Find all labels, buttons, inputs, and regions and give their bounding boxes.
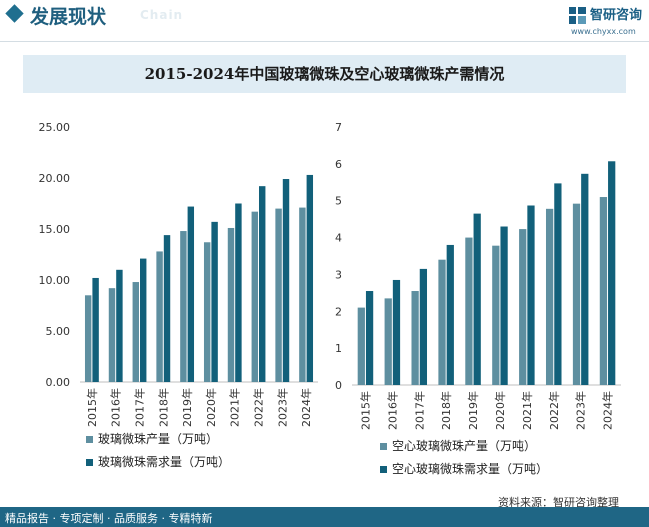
x-tick-label: 2023年 — [574, 391, 588, 430]
y-tick-label: 5 — [335, 195, 342, 208]
x-tick-label: 2015年 — [358, 391, 372, 430]
x-tick-label: 2016年 — [109, 388, 123, 427]
x-tick-label: 2020年 — [493, 391, 507, 430]
footer-slogan: 精品报告 · 专项定制 · 品质服务 · 专精特新 — [5, 512, 213, 525]
bar — [384, 298, 392, 385]
bar — [608, 161, 616, 385]
y-tick-label: 15.00 — [39, 223, 71, 236]
legend-swatch — [86, 436, 93, 443]
bar — [251, 211, 258, 382]
x-tick-label: 2018年 — [439, 391, 453, 430]
legend-label: 空心玻璃微珠产量（万吨） — [392, 439, 536, 453]
legend-label: 空心玻璃微珠需求量（万吨） — [392, 462, 548, 476]
bar — [500, 226, 508, 385]
x-tick-label: 2019年 — [466, 391, 480, 430]
y-tick-label: 6 — [335, 158, 342, 171]
legend-swatch — [86, 459, 93, 466]
y-tick-label: 1 — [335, 342, 342, 355]
bar — [282, 179, 290, 382]
section-title-en: Chain — [140, 8, 184, 22]
bar — [446, 244, 454, 385]
bar — [108, 288, 116, 382]
bar — [203, 242, 211, 382]
bar — [156, 251, 163, 382]
bar — [473, 213, 481, 385]
logo-icon — [569, 7, 586, 24]
bar — [527, 205, 535, 385]
y-tick-label: 5.00 — [46, 325, 71, 338]
x-tick-label: 2022年 — [547, 391, 561, 430]
x-tick-label: 2017年 — [412, 391, 426, 430]
legend-label: 玻璃微珠产量（万吨） — [98, 432, 218, 446]
y-tick-label: 20.00 — [39, 172, 71, 185]
bar — [392, 279, 401, 385]
bar — [187, 206, 195, 382]
footer-bar — [0, 507, 649, 527]
bar — [259, 186, 266, 382]
bar — [545, 208, 554, 385]
bar — [306, 174, 314, 382]
bar — [180, 231, 187, 382]
bar — [116, 269, 123, 382]
legend-swatch — [380, 466, 387, 473]
bar — [419, 268, 428, 385]
bar — [357, 307, 365, 385]
x-tick-label: 2018年 — [156, 388, 170, 427]
x-tick-label: 2021年 — [520, 391, 534, 430]
y-tick-label: 3 — [335, 268, 342, 281]
bar — [275, 208, 282, 382]
header-divider — [0, 41, 649, 42]
bar — [599, 197, 608, 385]
x-tick-label: 2019年 — [180, 388, 194, 427]
x-tick-label: 2021年 — [228, 388, 242, 427]
chart-title: 2015-2024年中国玻璃微珠及空心玻璃微珠产需情况 — [144, 65, 505, 83]
x-tick-label: 2022年 — [252, 388, 266, 427]
x-tick-label: 2016年 — [385, 391, 399, 430]
x-tick-label: 2017年 — [133, 388, 147, 427]
bar — [438, 259, 446, 385]
bar — [554, 183, 562, 385]
source-note: 资料来源：智研咨询整理 — [498, 496, 619, 509]
legend-label: 玻璃微珠需求量（万吨） — [98, 455, 230, 469]
page-header: 发展现状 Chain 智研咨询 www.chyxx.com — [0, 0, 649, 36]
x-tick-label: 2024年 — [601, 391, 615, 430]
logo-url: www.chyxx.com — [571, 27, 636, 36]
x-tick-label: 2015年 — [85, 388, 99, 427]
bar — [492, 245, 500, 385]
legend-swatch — [380, 443, 387, 450]
x-tick-label: 2024年 — [299, 388, 313, 427]
y-tick-label: 2 — [335, 305, 342, 318]
section-title: 发展现状 — [30, 6, 107, 28]
bar — [519, 229, 527, 385]
bar — [299, 207, 306, 382]
bar — [211, 221, 218, 382]
bar — [132, 282, 139, 382]
bar — [235, 203, 242, 382]
bar — [572, 203, 581, 385]
y-tick-label: 25.00 — [39, 121, 71, 134]
y-tick-label: 7 — [335, 121, 342, 134]
y-tick-label: 0 — [335, 379, 342, 392]
chart-title-bar: 2015-2024年中国玻璃微珠及空心玻璃微珠产需情况 — [23, 55, 626, 93]
bar — [84, 295, 92, 382]
bar — [227, 227, 235, 382]
y-tick-label: 10.00 — [39, 274, 71, 287]
bar — [465, 237, 473, 385]
logo-name: 智研咨询 — [590, 8, 643, 23]
x-tick-label: 2020年 — [204, 388, 218, 427]
x-tick-label: 2023年 — [275, 388, 289, 427]
bar — [92, 277, 99, 382]
bar — [140, 258, 147, 382]
y-tick-label: 0.00 — [46, 376, 71, 389]
bar — [365, 291, 374, 385]
y-tick-label: 4 — [335, 232, 342, 245]
bar — [581, 173, 589, 385]
bar — [163, 235, 171, 382]
bar — [411, 291, 419, 385]
